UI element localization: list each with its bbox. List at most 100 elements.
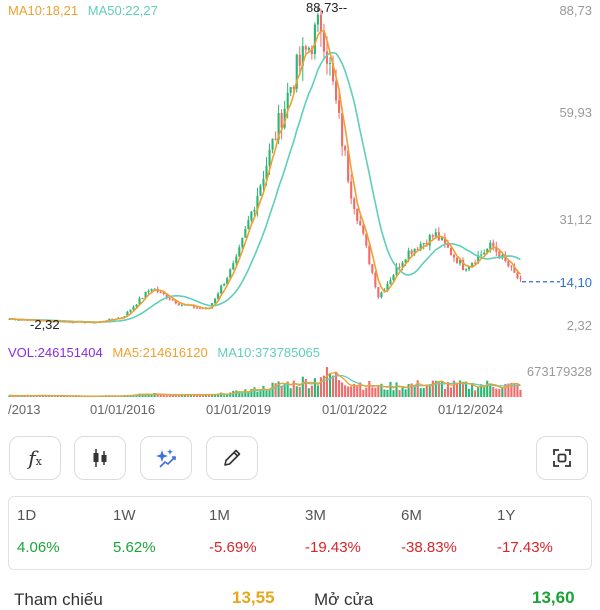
volume-bar	[419, 388, 422, 397]
volume-bar	[174, 394, 177, 397]
date-tick-label: 01/01/2022	[322, 402, 388, 417]
candle-body	[356, 208, 359, 221]
candle-body	[504, 254, 507, 262]
ma-legend: MA10:18,21 MA50:22,27	[8, 3, 164, 18]
candle-body	[359, 220, 362, 226]
volume-bar	[168, 395, 171, 397]
volume-bar	[477, 386, 480, 397]
price-tick-label: 31,12	[559, 212, 592, 227]
candle-body	[331, 62, 335, 82]
volume-bar	[377, 385, 380, 397]
candle-body	[135, 304, 138, 307]
volume-bar	[262, 385, 265, 397]
candle-body	[232, 263, 235, 270]
candle-body	[422, 242, 425, 245]
candle-body	[141, 298, 144, 300]
candle-body	[174, 300, 177, 304]
volume-bar	[483, 386, 486, 397]
volume-bar	[165, 395, 168, 397]
candle-body	[341, 112, 344, 147]
volume-bar	[392, 390, 395, 397]
candle-body	[477, 255, 480, 263]
fullscreen-button[interactable]	[536, 436, 588, 480]
chart-type-button[interactable]	[74, 436, 126, 480]
volume-bar	[452, 380, 456, 397]
volume-bar	[359, 382, 362, 397]
price-chart[interactable]	[0, 0, 600, 400]
volume-bar	[256, 391, 259, 397]
candle-body	[262, 178, 265, 186]
volume-bar	[431, 380, 434, 397]
candle-body	[452, 254, 456, 258]
low-value: 2,32	[34, 317, 60, 332]
candle-body	[274, 138, 277, 140]
candle-body	[144, 291, 147, 299]
volume-bar	[247, 391, 250, 397]
candle-body	[256, 195, 259, 211]
volume-bar	[404, 389, 407, 397]
candle-body	[295, 54, 298, 89]
candle-body	[289, 87, 292, 93]
volume-ma5-line	[9, 371, 521, 397]
volume-bar	[353, 383, 356, 397]
volume-bar	[465, 381, 468, 397]
price-tick-label: 2,32	[566, 318, 592, 333]
volume-bar	[208, 395, 211, 397]
ma10-line	[9, 29, 522, 324]
volume-bar	[328, 373, 332, 397]
period-label: 1Y	[497, 507, 516, 524]
candle-body	[395, 266, 398, 276]
candle-body	[159, 291, 162, 293]
candle-body	[241, 237, 244, 248]
volume-bar	[495, 388, 498, 397]
candle-body	[298, 54, 301, 66]
high-value: 88,73	[306, 0, 339, 15]
candle-body	[259, 185, 262, 196]
volume-bar	[334, 372, 338, 397]
candle-body	[413, 248, 416, 254]
volume-bar	[241, 393, 244, 397]
candle-body	[365, 233, 368, 246]
volume-bar	[292, 380, 295, 397]
volume-value: VOL:246151404	[8, 345, 103, 360]
volume-bar	[180, 394, 183, 397]
indicator-button[interactable]: fx	[9, 436, 61, 480]
candle-body	[455, 257, 459, 264]
volume-ma10: MA10:373785065	[217, 345, 321, 360]
volume-bar	[347, 386, 350, 397]
volume-bar	[235, 390, 238, 397]
candle-body	[510, 266, 513, 268]
volume-bar	[468, 388, 471, 397]
candle-body	[513, 267, 516, 273]
volume-bar	[195, 394, 199, 397]
volume-bar	[198, 394, 202, 397]
candle-body	[250, 211, 253, 221]
period-change: -19.43%	[305, 539, 361, 556]
volume-legend: VOL:246151404 MA5:214616120 MA10:3737850…	[8, 345, 326, 360]
draw-button[interactable]	[206, 436, 258, 480]
candle-body	[180, 304, 183, 306]
period-label: 6M	[401, 507, 422, 524]
candle-body	[471, 262, 474, 266]
candle-body	[516, 272, 519, 279]
pencil-icon	[224, 449, 241, 466]
volume-bar	[271, 382, 274, 397]
volume-bar	[519, 389, 522, 397]
candle-body	[328, 62, 332, 64]
candle-body	[425, 242, 428, 246]
candle-body	[226, 278, 229, 285]
volume-ma5: MA5:214616120	[112, 345, 208, 360]
candle-body	[150, 289, 153, 291]
volume-bar	[11, 395, 14, 397]
period-change: 4.06%	[17, 539, 60, 556]
candle-body	[126, 311, 129, 317]
chart-toolbar: fx	[0, 436, 600, 482]
volume-bar	[259, 390, 262, 397]
volume-bar	[422, 387, 425, 397]
ai-analysis-button[interactable]	[140, 436, 192, 480]
period-label: 1W	[113, 507, 136, 524]
candle-body	[434, 232, 437, 237]
volume-bar	[295, 386, 298, 397]
candle-body	[338, 100, 341, 113]
volume-bar	[38, 395, 41, 397]
